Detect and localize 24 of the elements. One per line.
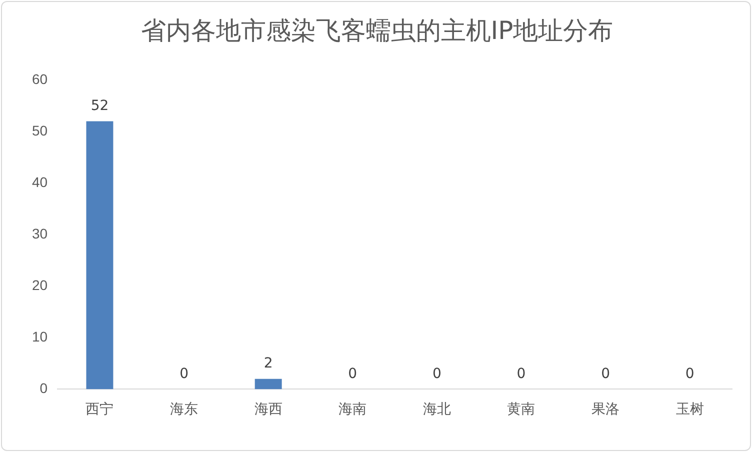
y-tick-label: 60 (32, 70, 48, 87)
x-tick-label: 海东 (170, 400, 198, 416)
y-tick-label: 50 (32, 122, 48, 138)
y-tick-label: 40 (32, 174, 48, 190)
x-tick-label: 海南 (338, 400, 367, 416)
y-tick-label: 30 (32, 225, 48, 242)
data-label: 0 (685, 366, 694, 382)
data-label: 0 (601, 366, 610, 382)
data-label: 52 (90, 98, 109, 114)
y-tick-label: 0 (40, 380, 48, 396)
x-tick-label: 海西 (254, 400, 282, 416)
x-tick-label: 海北 (422, 400, 451, 416)
x-tick-label: 黄南 (507, 400, 536, 416)
data-label: 0 (432, 366, 442, 382)
chart-title: 省内各地市感染飞客蠕虫的主机IP地址分布 (140, 15, 614, 47)
x-tick-label: 果洛 (592, 400, 620, 416)
y-tick-label: 10 (32, 328, 48, 345)
x-tick-label: 西宁 (86, 400, 114, 416)
x-tick-label: 玉树 (676, 400, 704, 416)
data-label: 2 (264, 356, 273, 372)
data-label: 0 (516, 366, 526, 382)
data-label: 0 (180, 366, 188, 382)
data-label: 0 (348, 366, 358, 382)
y-tick-label: 20 (32, 276, 48, 293)
